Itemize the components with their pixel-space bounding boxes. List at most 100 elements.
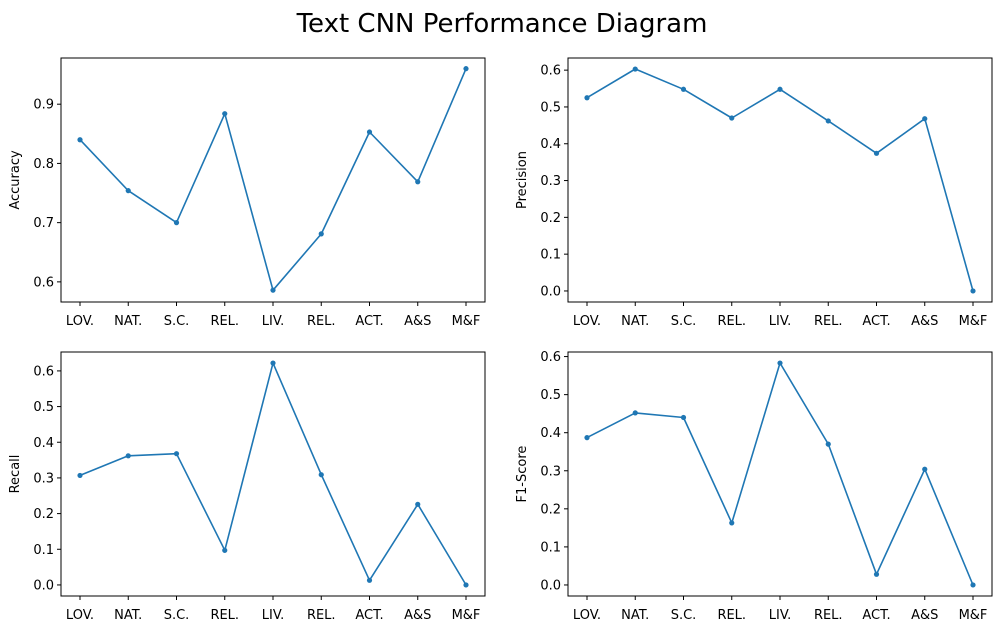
y-tick-label: 0.0 [540, 578, 561, 593]
data-point [366, 577, 373, 583]
x-tick-label: ACT. [355, 608, 383, 623]
data-point [922, 466, 928, 472]
x-tick-label: LIV. [262, 314, 284, 329]
data-point [125, 188, 131, 194]
y-tick-label: 0.6 [540, 350, 561, 365]
x-tick-label: REL. [814, 314, 843, 329]
data-point [970, 288, 976, 294]
data-point [173, 220, 180, 226]
x-tick-label: ACT. [355, 314, 383, 329]
x-tick-label: A&S [404, 314, 431, 329]
y-axis-label: F1-Score [515, 446, 530, 503]
data-point [970, 582, 976, 588]
x-tick-label: LOV. [66, 314, 94, 329]
x-tick-label: LIV. [262, 608, 284, 623]
data-point [125, 453, 131, 459]
series-line-f1-score [586, 362, 974, 586]
data-point [825, 118, 831, 124]
data-point [77, 137, 83, 143]
data-point [632, 410, 638, 416]
data-point [729, 520, 735, 526]
x-tick-label: NAT. [114, 608, 142, 623]
data-point [777, 86, 783, 92]
x-tick-label: M&F [452, 608, 481, 623]
axes-frame [60, 57, 486, 303]
y-tick-label: 0.4 [33, 436, 54, 451]
y-tick-label: 0.6 [33, 275, 54, 290]
y-tick-label: 0.3 [33, 471, 54, 486]
x-tick-label: S.C. [671, 608, 697, 623]
data-point [318, 472, 324, 478]
x-tick-label: M&F [959, 314, 988, 329]
x-tick-label: S.C. [164, 608, 190, 623]
data-point [366, 129, 373, 135]
data-point [77, 472, 83, 479]
data-point [270, 360, 276, 366]
data-point [873, 150, 880, 156]
x-tick-label: NAT. [621, 314, 649, 329]
y-tick-label: 0.1 [540, 248, 561, 263]
x-tick-label: LIV. [769, 608, 791, 623]
x-tick-label: REL. [814, 608, 843, 623]
x-tick-label: REL. [307, 314, 336, 329]
data-point [463, 66, 469, 72]
data-point [729, 115, 735, 121]
data-point [415, 501, 421, 507]
x-tick-label: NAT. [114, 314, 142, 329]
figure-title: Text CNN Performance Diagram [296, 9, 708, 39]
y-tick-label: 0.0 [33, 578, 54, 593]
x-tick-label: A&S [911, 608, 938, 623]
data-point [680, 86, 687, 92]
x-tick-label: REL. [210, 314, 239, 329]
y-tick-label: 0.5 [540, 388, 561, 403]
data-point [173, 451, 180, 457]
x-tick-label: A&S [911, 314, 938, 329]
data-point [873, 571, 880, 577]
y-tick-label: 0.5 [33, 400, 54, 415]
y-tick-label: 0.9 [33, 98, 54, 113]
y-tick-label: 0.6 [540, 64, 561, 79]
series-line-precision [586, 68, 974, 292]
y-tick-label: 0.5 [540, 100, 561, 115]
x-tick-label: REL. [307, 608, 336, 623]
axes-frame [60, 351, 486, 597]
y-axis-label: Recall [8, 455, 23, 494]
y-tick-label: 0.1 [540, 540, 561, 555]
data-point [632, 66, 638, 72]
x-tick-label: S.C. [164, 314, 190, 329]
y-tick-label: 0.1 [33, 543, 54, 558]
data-point [680, 414, 687, 421]
y-tick-label: 0.7 [33, 216, 54, 231]
axes-frame [567, 57, 993, 303]
y-tick-label: 0.3 [540, 464, 561, 479]
y-tick-label: 0.8 [33, 157, 54, 172]
y-tick-label: 0.3 [540, 174, 561, 189]
x-tick-label: LOV. [573, 608, 601, 623]
data-point [222, 111, 228, 117]
y-tick-label: 0.2 [33, 507, 54, 522]
y-tick-label: 0.2 [540, 502, 561, 517]
axes-frame [567, 351, 993, 597]
x-tick-label: LIV. [769, 314, 791, 329]
x-tick-label: M&F [959, 608, 988, 623]
data-point [222, 547, 228, 553]
data-point [825, 441, 831, 447]
x-tick-label: M&F [452, 314, 481, 329]
x-tick-label: A&S [404, 608, 431, 623]
data-point [584, 95, 590, 101]
subplot-accuracy: 0.6 0.7 0.8 0.9 LOV. NAT. S.C. REL. LIV. REL. ACT.… [8, 57, 486, 329]
x-tick-label: LOV. [573, 314, 601, 329]
data-point [463, 582, 469, 588]
y-tick-label: 0.4 [540, 137, 561, 152]
y-tick-label: 0.2 [540, 211, 561, 226]
x-tick-label: ACT. [862, 608, 890, 623]
y-tick-label: 0.0 [540, 284, 561, 299]
data-point [415, 179, 421, 185]
y-tick-label: 0.4 [540, 426, 561, 441]
y-axis-label: Precision [515, 151, 530, 209]
x-tick-label: REL. [717, 314, 746, 329]
y-axis-label: Accuracy [8, 150, 23, 210]
x-tick-label: REL. [210, 608, 239, 623]
data-point [270, 287, 276, 293]
